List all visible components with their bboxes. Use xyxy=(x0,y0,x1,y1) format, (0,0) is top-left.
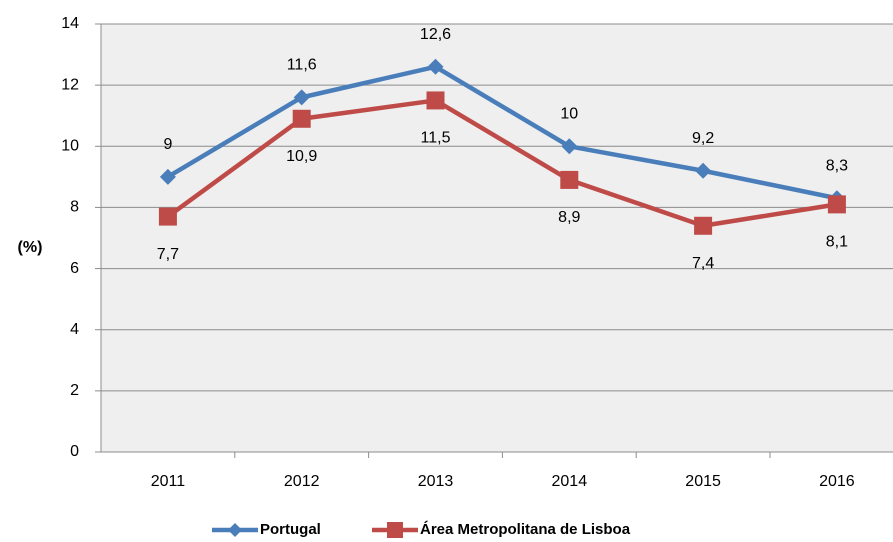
plot-area xyxy=(101,24,893,452)
x-tick-label: 2013 xyxy=(418,473,454,490)
y-tick-label: 12 xyxy=(61,76,79,93)
y-axis-label: (%) xyxy=(18,239,43,256)
y-tick-label: 6 xyxy=(70,260,79,277)
data-point xyxy=(292,109,311,128)
x-tick-label: 2016 xyxy=(819,473,855,490)
series-line xyxy=(166,64,838,201)
data-label: 9,2 xyxy=(692,130,714,147)
x-tick-label: 2011 xyxy=(151,473,186,490)
data-label: 11,6 xyxy=(287,57,317,74)
data-label: 8,3 xyxy=(826,157,848,174)
data-label: 8,9 xyxy=(558,209,580,226)
series-line xyxy=(166,98,838,229)
data-label: 7,4 xyxy=(692,255,714,272)
x-tick-label: 2015 xyxy=(685,473,721,490)
legend-label: Área Metropolitana de Lisboa xyxy=(420,521,631,538)
data-point xyxy=(561,138,578,155)
data-point xyxy=(426,91,445,110)
data-point xyxy=(694,216,713,235)
data-point xyxy=(158,207,177,226)
legend-marker xyxy=(228,523,242,537)
y-tick-label: 0 xyxy=(70,443,79,460)
x-tick-label: 2012 xyxy=(284,473,320,490)
data-label: 10 xyxy=(560,106,578,123)
y-tick-label: 8 xyxy=(70,199,79,216)
y-tick-label: 4 xyxy=(70,321,79,338)
data-point xyxy=(695,162,712,179)
data-label: 9 xyxy=(163,136,172,153)
data-point xyxy=(293,89,310,106)
data-label: 11,5 xyxy=(421,130,451,147)
y-tick-label: 2 xyxy=(70,382,79,399)
y-tick-label: 14 xyxy=(61,15,79,32)
data-point xyxy=(427,58,444,75)
x-tick-label: 2014 xyxy=(552,473,588,490)
legend-label: Portugal xyxy=(260,521,321,538)
data-label: 12,6 xyxy=(420,26,451,43)
data-point xyxy=(560,170,579,189)
data-label: 7,7 xyxy=(157,246,179,263)
data-label: 8,1 xyxy=(826,234,848,251)
y-tick-label: 10 xyxy=(61,138,79,155)
legend-marker xyxy=(387,522,403,538)
data-point xyxy=(827,195,846,214)
data-point xyxy=(159,168,176,185)
data-label: 10,9 xyxy=(286,148,317,165)
